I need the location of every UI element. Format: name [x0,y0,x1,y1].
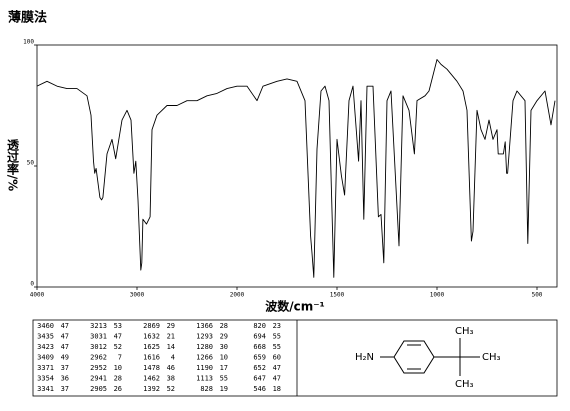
y-axis-label: 透过率/% [6,138,20,191]
peak-wavenumber: 3213 [90,322,107,330]
peak-transmittance: 30 [220,343,228,351]
x-tick-label: 500 [532,292,543,299]
peak-wavenumber: 1462 [143,375,160,383]
peak-wavenumber: 652 [253,364,266,372]
peak-transmittance: 28 [114,375,122,383]
peak-wavenumber: 1280 [196,343,213,351]
peak-wavenumber: 2869 [143,322,160,330]
peak-transmittance: 38 [167,375,175,383]
table-frame [32,319,558,397]
peak-transmittance: 49 [61,354,69,362]
peak-transmittance: 29 [220,333,228,341]
peak-wavenumber: 3460 [37,322,54,330]
peak-wavenumber: 546 [253,385,266,393]
peak-wavenumber: 1113 [196,375,213,383]
peak-transmittance: 7 [118,354,122,362]
peak-wavenumber: 2905 [90,385,107,393]
peak-transmittance: 28 [220,322,228,330]
peak-wavenumber: 3341 [37,385,54,393]
methyl-label: CH₃ [482,352,501,363]
chart-title: 薄膜法 [8,10,47,26]
peak-transmittance: 52 [167,385,175,393]
peak-wavenumber: 3435 [37,333,54,341]
peak-transmittance: 47 [114,333,122,341]
peak-transmittance: 46 [167,364,175,372]
peak-wavenumber: 3031 [90,333,107,341]
x-tick-label: 2000 [230,292,245,299]
peak-wavenumber: 2952 [90,364,107,372]
peak-transmittance: 19 [220,385,228,393]
peak-wavenumber: 668 [253,343,266,351]
y-tick-label: 0 [30,281,34,288]
peak-transmittance: 26 [114,385,122,393]
peak-wavenumber: 1190 [196,364,213,372]
peak-transmittance: 36 [61,375,69,383]
peak-wavenumber: 2941 [90,375,107,383]
peak-transmittance: 55 [273,333,281,341]
peak-wavenumber: 694 [253,333,266,341]
peak-wavenumber: 3371 [37,364,54,372]
peak-transmittance: 4 [171,354,175,362]
peak-transmittance: 47 [273,364,281,372]
peak-transmittance: 14 [167,343,175,351]
peak-wavenumber: 1478 [143,364,160,372]
peak-wavenumber: 1266 [196,354,213,362]
x-tick-label: 4000 [30,292,45,299]
y-tick-label: 100 [23,39,34,46]
peak-transmittance: 55 [273,343,281,351]
peak-wavenumber: 3423 [37,343,54,351]
peak-transmittance: 21 [167,333,175,341]
peak-transmittance: 18 [273,385,281,393]
peak-table [32,319,558,397]
peak-wavenumber: 1632 [143,333,160,341]
methyl-label: CH₃ [455,326,474,337]
peak-transmittance: 47 [61,333,69,341]
y-tick-label: 50 [27,160,35,167]
spectrum-line [36,59,556,278]
peak-transmittance: 29 [167,322,175,330]
peak-wavenumber: 659 [253,354,266,362]
x-axis-label: 波数/cm⁻¹ [265,299,325,314]
peak-wavenumber: 1392 [143,385,160,393]
peak-transmittance: 37 [61,364,69,372]
peak-transmittance: 47 [273,375,281,383]
peak-transmittance: 47 [61,343,69,351]
peak-transmittance: 23 [273,322,281,330]
structure [380,338,480,376]
amine-label: H₂N [355,352,374,363]
peak-wavenumber: 2962 [90,354,107,362]
peak-wavenumber: 1616 [143,354,160,362]
peak-wavenumber: 820 [253,322,266,330]
x-tick-label: 3000 [130,292,145,299]
methyl-label: CH₃ [455,379,474,390]
peak-wavenumber: 3354 [37,375,54,383]
peak-wavenumber: 3409 [37,354,54,362]
peak-transmittance: 17 [220,364,228,372]
peak-transmittance: 47 [61,322,69,330]
peak-wavenumber: 1625 [143,343,160,351]
peak-wavenumber: 1293 [196,333,213,341]
peak-wavenumber: 647 [253,375,266,383]
peak-transmittance: 10 [114,364,122,372]
peak-wavenumber: 3012 [90,343,107,351]
peak-transmittance: 37 [61,385,69,393]
peak-transmittance: 53 [114,322,122,330]
peak-transmittance: 55 [220,375,228,383]
benzene-ring [393,340,435,374]
peak-transmittance: 52 [114,343,122,351]
peak-transmittance: 10 [220,354,228,362]
x-tick-label: 1500 [330,292,345,299]
x-tick-label: 1000 [430,292,445,299]
peak-wavenumber: 1366 [196,322,213,330]
peak-transmittance: 60 [273,354,281,362]
peak-wavenumber: 828 [200,385,213,393]
